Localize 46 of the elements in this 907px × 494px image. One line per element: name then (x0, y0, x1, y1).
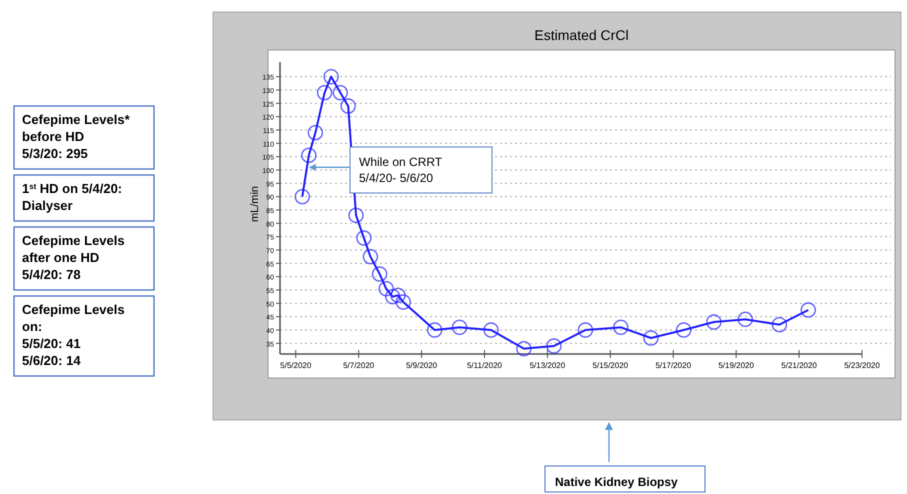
text: Cefepime Levels on: 5/5/20: 41 5/6/20: 14 (22, 302, 125, 368)
point (738, 312, 754, 328)
point (643, 330, 659, 346)
y-axis-title: mL/min (249, 186, 261, 222)
point (800, 302, 816, 318)
point (294, 188, 310, 204)
point (706, 314, 722, 330)
text: Cefepime Levels* before HD 5/3/20: 295 (22, 112, 131, 161)
x-tick-label: 5/23/2020 (844, 361, 880, 370)
point (426, 322, 442, 338)
point (772, 316, 788, 332)
point (316, 84, 332, 100)
x-tick-label: 5/5/2020 (280, 361, 312, 370)
point (340, 98, 356, 114)
point (613, 320, 629, 336)
point (348, 208, 364, 224)
point (301, 148, 317, 164)
text: 1$^{st}$ HD on 5/4/20: Dialyser (22, 181, 122, 213)
text: Cefepime Levels after one HD 5/4/20: 78 (22, 233, 125, 282)
point (396, 294, 411, 310)
point (362, 248, 378, 264)
point (356, 230, 372, 246)
point (332, 84, 348, 100)
x-tick-label: 5/15/2020 (592, 361, 629, 370)
point (378, 280, 394, 296)
point (390, 288, 406, 304)
point (323, 68, 339, 84)
point (516, 340, 532, 356)
annotation: While on CRRT 5/4/20- 5/6/20 (359, 155, 443, 185)
x-tick-label: 5/9/2020 (406, 361, 438, 370)
point (308, 124, 324, 140)
point (452, 320, 468, 336)
point (385, 288, 400, 304)
text: Native Kidney Biopsy (555, 475, 678, 489)
x-tick-label: 5/21/2020 (781, 361, 818, 370)
chart-title: Estimated CrCl (534, 27, 629, 43)
point (578, 322, 594, 338)
x-tick-label: 5/7/2020 (343, 361, 375, 370)
x-tick-label: 5/11/2020 (466, 361, 503, 370)
point (372, 266, 388, 282)
point (676, 322, 692, 338)
x-tick-label: 5/13/2020 (530, 361, 566, 370)
x-tick-label: 5/17/2020 (655, 361, 692, 370)
point (483, 322, 499, 338)
x-tick-label: 5/19/2020 (718, 361, 755, 370)
point (546, 338, 562, 354)
